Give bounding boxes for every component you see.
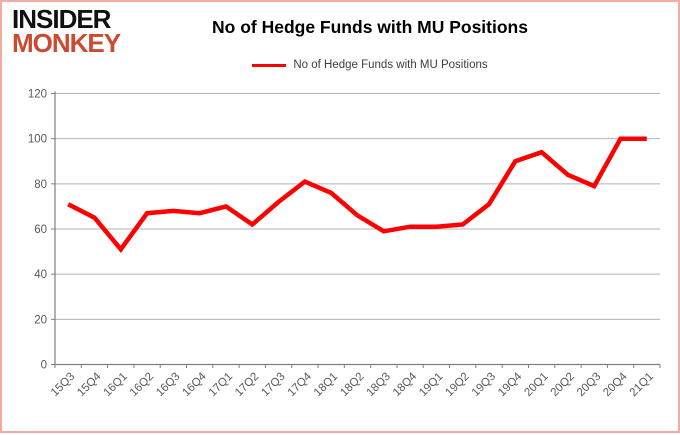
x-axis-label: 19Q2 [443, 371, 471, 399]
x-axis-label: 17Q3 [259, 371, 287, 399]
y-axis-label: 20 [34, 314, 47, 326]
x-axis-label: 15Q4 [75, 370, 104, 399]
insider-monkey-logo: INSIDER MONKEY [12, 4, 121, 58]
x-axis-label: 19Q3 [470, 371, 498, 399]
logo-text-insider: INSIDER [12, 4, 111, 34]
x-axis-label: 19Q4 [496, 370, 525, 399]
x-axis-label: 18Q1 [312, 371, 340, 399]
x-axis-label: 20Q1 [522, 371, 550, 399]
data-line [67, 136, 647, 253]
x-axis-label: 17Q2 [233, 371, 261, 399]
x-axis-label: 18Q4 [391, 370, 420, 399]
legend-line-marker [252, 63, 287, 67]
y-axis-label: 0 [41, 360, 47, 372]
y-axis-label: 60 [34, 224, 47, 236]
chart-title: No of Hedge Funds with MU Positions [212, 17, 528, 37]
x-axis-label: 16Q1 [101, 371, 129, 399]
x-axis-label: 16Q2 [128, 371, 156, 399]
logo-text-monkey: MONKEY [12, 27, 121, 58]
x-axis-label: 18Q3 [365, 371, 393, 399]
x-axis-label: 20Q2 [549, 371, 577, 399]
x-axis-label: 20Q4 [601, 370, 630, 399]
x-axis-label: 18Q2 [338, 371, 366, 399]
x-axis-label: 17Q1 [207, 371, 235, 399]
y-axis-label: 100 [28, 134, 47, 146]
y-axis-label: 80 [34, 179, 47, 191]
x-axis-label: 15Q3 [49, 371, 77, 399]
y-axis-label: 120 [28, 89, 47, 101]
chart-legend: No of Hedge Funds with MU Positions [62, 59, 678, 71]
x-axis-label: 16Q3 [154, 371, 182, 399]
legend-label: No of Hedge Funds with MU Positions [293, 59, 488, 71]
x-axis-label: 21Q1 [628, 371, 656, 399]
x-axis-label: 19Q1 [417, 371, 445, 399]
y-axis-label: 40 [34, 269, 47, 281]
x-axis-label: 16Q4 [180, 370, 209, 399]
x-axis-label: 20Q3 [575, 371, 603, 399]
x-axis-label: 17Q4 [286, 370, 315, 399]
